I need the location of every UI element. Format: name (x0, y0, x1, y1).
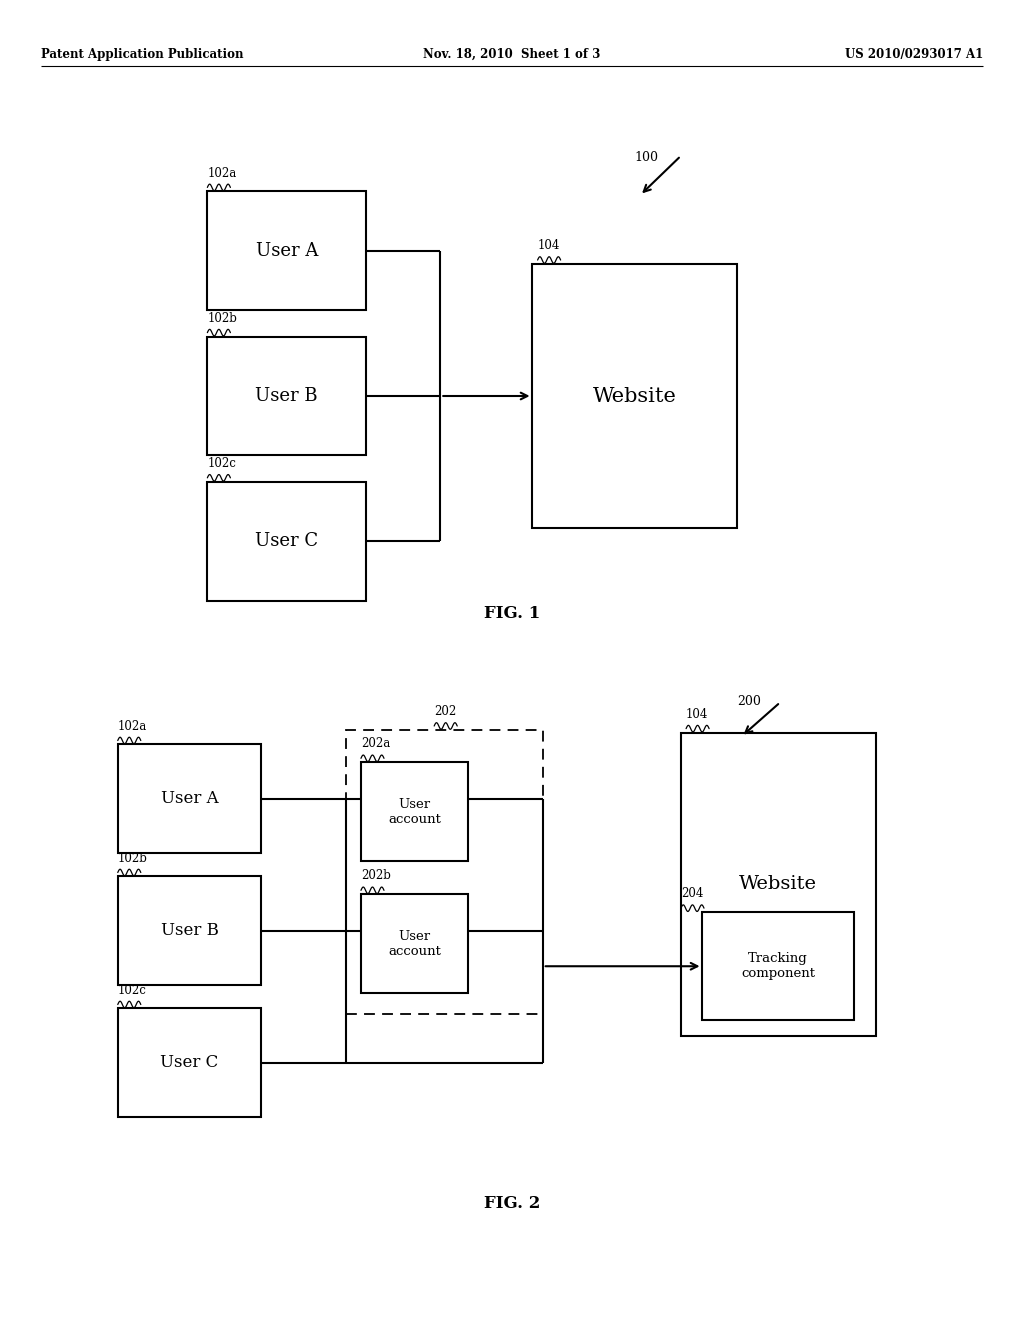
Text: 102a: 102a (207, 166, 237, 180)
Text: 102b: 102b (207, 312, 238, 325)
Text: User C: User C (255, 532, 318, 550)
Text: 200: 200 (737, 694, 761, 708)
Text: 202: 202 (434, 705, 457, 718)
Text: Website: Website (739, 875, 817, 894)
Bar (207, 482, 367, 601)
Text: US 2010/0293017 A1: US 2010/0293017 A1 (845, 48, 983, 61)
Bar (118, 744, 261, 853)
Text: 102c: 102c (207, 457, 237, 470)
Bar (118, 876, 261, 985)
Bar (346, 730, 543, 1014)
Text: 202a: 202a (361, 738, 390, 750)
Text: User A: User A (256, 242, 317, 260)
Bar (361, 895, 469, 993)
Text: 204: 204 (681, 887, 703, 900)
Text: User C: User C (161, 1055, 218, 1071)
Text: FIG. 2: FIG. 2 (483, 1196, 541, 1212)
Text: Patent Application Publication: Patent Application Publication (41, 48, 244, 61)
Text: Nov. 18, 2010  Sheet 1 of 3: Nov. 18, 2010 Sheet 1 of 3 (423, 48, 601, 61)
Text: 102c: 102c (118, 983, 146, 997)
Bar (702, 912, 854, 1020)
Text: User A: User A (161, 791, 218, 807)
Bar (681, 733, 876, 1036)
Text: 104: 104 (538, 239, 560, 252)
Text: User B: User B (255, 387, 318, 405)
Text: FIG. 1: FIG. 1 (484, 606, 540, 622)
Bar (207, 337, 367, 455)
Bar (207, 191, 367, 310)
Text: 104: 104 (686, 708, 709, 721)
Bar (532, 264, 737, 528)
Text: User
account: User account (388, 797, 441, 826)
Bar (361, 762, 469, 861)
Text: User B: User B (161, 923, 218, 939)
Text: 202b: 202b (361, 870, 391, 883)
Text: 102b: 102b (118, 851, 147, 865)
Text: User
account: User account (388, 929, 441, 958)
Text: Website: Website (593, 387, 677, 405)
Text: Tracking
component: Tracking component (741, 952, 815, 981)
Bar (118, 1008, 261, 1117)
Text: 102a: 102a (118, 719, 147, 733)
Text: 100: 100 (635, 150, 658, 164)
